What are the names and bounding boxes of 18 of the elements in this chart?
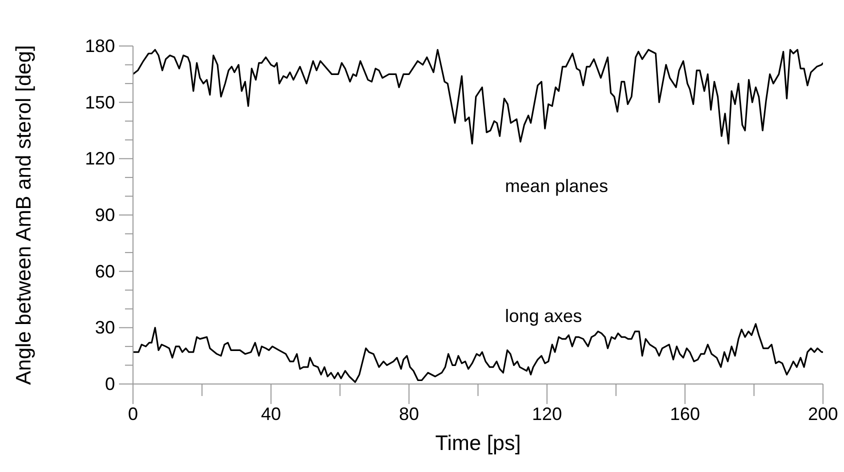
x-tick-label: 120 [532,404,562,424]
x-tick-label: 0 [128,404,138,424]
y-tick-label: 30 [94,318,115,338]
y-tick-label: 60 [94,261,115,282]
annotation: long axes [505,306,582,327]
y-tick-label: 90 [94,205,115,225]
annotation: mean planes [505,176,608,197]
x-tick-label: 40 [260,404,282,424]
x-tick-label: 200 [808,404,838,424]
x-tick-label: 160 [670,404,700,424]
y-tick-label: 180 [84,36,115,56]
y-tick-label: 120 [84,148,115,169]
line-series [133,48,823,144]
y-axis-title: Angle between AmB and sterol [deg] [12,45,36,385]
y-tick-label: 150 [84,92,115,112]
x-axis-title: Time [ps] [435,432,521,455]
y-tick-label: 0 [104,374,115,394]
x-tick-label: 80 [398,404,420,424]
